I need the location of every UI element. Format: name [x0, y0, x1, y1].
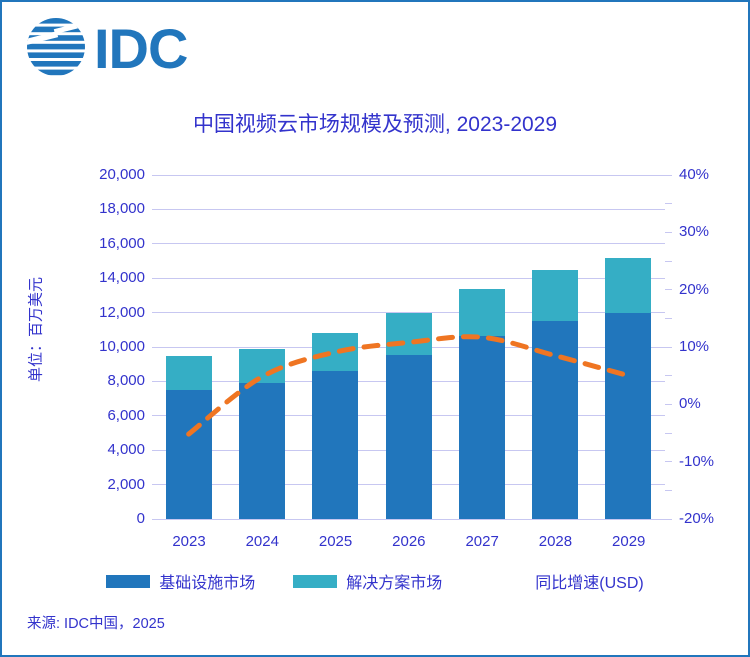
y-axis-tick-label: 4,000: [107, 441, 145, 459]
y-axis-title: 单位：百万美元: [27, 277, 45, 383]
bar-solutions: [238, 348, 285, 384]
idc-wordmark: IDC: [94, 16, 188, 80]
bar-solutions: [458, 289, 505, 336]
y-axis-tick-label: 6,000: [107, 406, 145, 424]
growth-line: [186, 334, 631, 437]
y2-axis-tick-label: 30%: [679, 223, 710, 241]
legend-label: 解决方案市场: [346, 575, 443, 592]
y2-axis-tick: [665, 403, 672, 405]
legend: 基础设施市场 解决方案市场 同比增速(USD): [2, 569, 748, 593]
h-gridline: [152, 277, 665, 279]
h-gridline: [152, 312, 665, 314]
y2-axis-tick: [665, 289, 672, 291]
x-axis-tick-label: 2027: [465, 533, 499, 550]
bar-solutions: [165, 356, 212, 390]
y2-axis-tick: [665, 231, 672, 233]
bar-infrastructure: [238, 383, 285, 519]
bar-solutions: [312, 333, 359, 372]
y-axis-tick-label: 2,000: [107, 475, 145, 493]
h-gridline: [152, 243, 665, 245]
y-axis-tick-label: 0: [136, 510, 145, 527]
y2-axis-tick: [665, 346, 672, 348]
bar-infrastructure: [532, 321, 579, 519]
y2-axis-tick: [665, 174, 672, 176]
x-axis-tick-label: 2025: [318, 533, 353, 550]
h-gridline: [152, 518, 665, 520]
y2-axis-tick-label: 0%: [679, 395, 701, 413]
x-axis-tick-label: 2026: [392, 533, 426, 550]
x-axis-tick-label: 2023: [172, 533, 206, 550]
chart-title: 中国视频云市场规模及预测, 2023-2029: [192, 113, 558, 136]
y-axis-tick-label: 18,000: [99, 200, 145, 218]
bar-solutions: [605, 257, 652, 313]
legend-label: 同比增速(USD): [535, 575, 644, 592]
legend-item: 解决方案市场: [293, 569, 442, 593]
legend-swatch-solutions: [293, 574, 338, 588]
bar-infrastructure: [312, 371, 359, 519]
bar-infrastructure: [385, 354, 432, 519]
y2-axis-tick: [665, 375, 672, 377]
h-gridline: [152, 208, 665, 210]
legend-item: 同比增速(USD): [480, 569, 643, 593]
legend-swatch-infrastructure: [106, 574, 151, 588]
y2-axis-tick-label: 20%: [679, 280, 710, 298]
bar-infrastructure: [458, 335, 505, 519]
bar-infrastructure: [165, 390, 212, 519]
y2-axis-tick: [665, 260, 672, 262]
y2-axis-tick: [665, 518, 672, 520]
y-axis-tick-label: 12,000: [99, 303, 145, 321]
x-axis-tick-label: 2028: [538, 533, 573, 550]
plot-area: [152, 174, 672, 520]
y-axis-tick-label: 20,000: [99, 166, 145, 183]
y-axis-tick-label: 8,000: [107, 372, 145, 390]
x-axis-tick-label: 2024: [245, 533, 279, 550]
bar-infrastructure: [605, 312, 652, 519]
y2-axis-tick: [665, 489, 672, 491]
h-gridline: [152, 174, 665, 176]
y-axis-tick-label: 14,000: [99, 269, 145, 287]
y2-axis-tick-label: -10%: [679, 452, 715, 470]
y2-axis-tick: [665, 203, 672, 205]
y2-axis-tick: [665, 317, 672, 319]
y-axis-tick-label: 10,000: [99, 338, 145, 355]
legend-label: 基础设施市场: [159, 575, 256, 592]
y2-axis-tick-label: 40%: [679, 166, 710, 183]
y2-axis-tick: [665, 432, 672, 434]
legend-item: 基础设施市场: [106, 569, 255, 593]
x-axis-tick-label: 2029: [612, 533, 646, 550]
y2-axis-tick: [665, 461, 672, 463]
source-note: 来源: IDC中国，2025: [27, 616, 165, 632]
y2-axis-tick-label: -20%: [679, 510, 715, 527]
idc-globe-icon: [24, 14, 88, 83]
idc-logo: IDC: [24, 14, 188, 83]
bar-solutions: [385, 313, 432, 355]
y2-axis-tick-label: 10%: [679, 338, 710, 355]
y-axis-tick-label: 16,000: [99, 234, 145, 252]
bar-solutions: [532, 269, 579, 322]
